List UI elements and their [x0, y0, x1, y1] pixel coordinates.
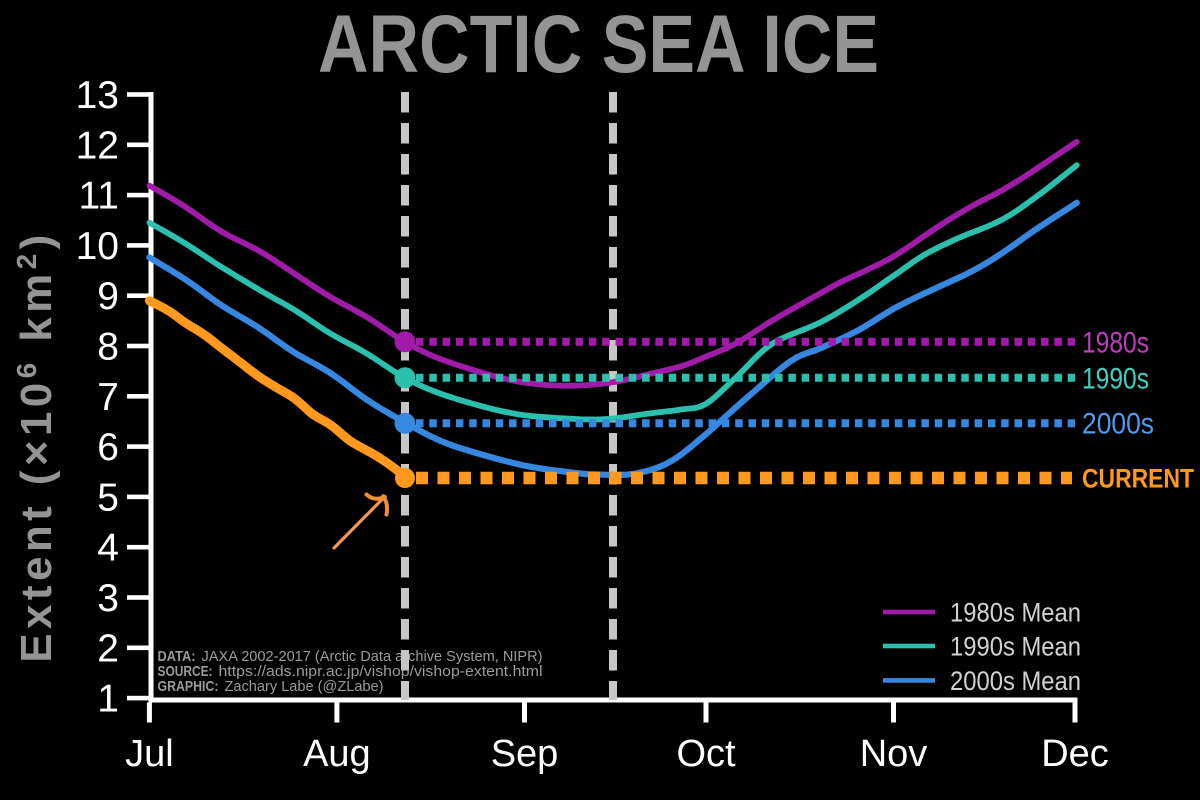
svg-text:ARCTIC SEA ICE: ARCTIC SEA ICE [318, 0, 879, 90]
svg-text:2000s: 2000s [1082, 408, 1154, 441]
svg-text:13: 13 [76, 74, 119, 117]
svg-text:1990s Mean: 1990s Mean [950, 632, 1081, 662]
svg-text:Aug: Aug [303, 733, 371, 775]
svg-text:5: 5 [97, 476, 119, 519]
svg-text:SOURCE:: SOURCE: [158, 663, 213, 680]
svg-text:https://ads.nipr.ac.jp/vishop/: https://ads.nipr.ac.jp/vishop/vishop-ext… [219, 663, 543, 680]
svg-text:9: 9 [97, 275, 119, 318]
svg-text:CURRENT: CURRENT [1082, 464, 1194, 494]
svg-text:Jul: Jul [125, 733, 174, 775]
svg-text:12: 12 [76, 124, 119, 167]
svg-text:2: 2 [97, 627, 119, 670]
svg-text:Oct: Oct [676, 733, 736, 775]
svg-text:1980s: 1980s [1082, 327, 1149, 360]
svg-text:Nov: Nov [860, 733, 928, 775]
svg-text:Zachary Labe (@ZLabe): Zachary Labe (@ZLabe) [225, 678, 384, 695]
svg-text:3: 3 [97, 577, 119, 620]
svg-text:8: 8 [97, 326, 119, 369]
svg-text:1980s Mean: 1980s Mean [950, 598, 1081, 628]
svg-text:Extent (×106 km2): Extent (×106 km2) [11, 230, 61, 662]
svg-text:Dec: Dec [1041, 733, 1109, 775]
svg-text:1: 1 [97, 678, 119, 721]
svg-text:1990s: 1990s [1082, 363, 1149, 396]
svg-text:4: 4 [97, 527, 119, 570]
svg-text:11: 11 [79, 175, 120, 218]
svg-text:7: 7 [97, 376, 119, 419]
svg-text:GRAPHIC:: GRAPHIC: [158, 678, 219, 695]
svg-text:10: 10 [76, 225, 119, 268]
svg-text:DATA:: DATA: [158, 648, 196, 665]
svg-text:6: 6 [97, 426, 119, 469]
svg-text:Sep: Sep [491, 733, 559, 775]
svg-text:JAXA 2002-2017 (Arctic Data ar: JAXA 2002-2017 (Arctic Data archive Syst… [202, 648, 543, 665]
svg-text:2000s Mean: 2000s Mean [950, 666, 1081, 696]
